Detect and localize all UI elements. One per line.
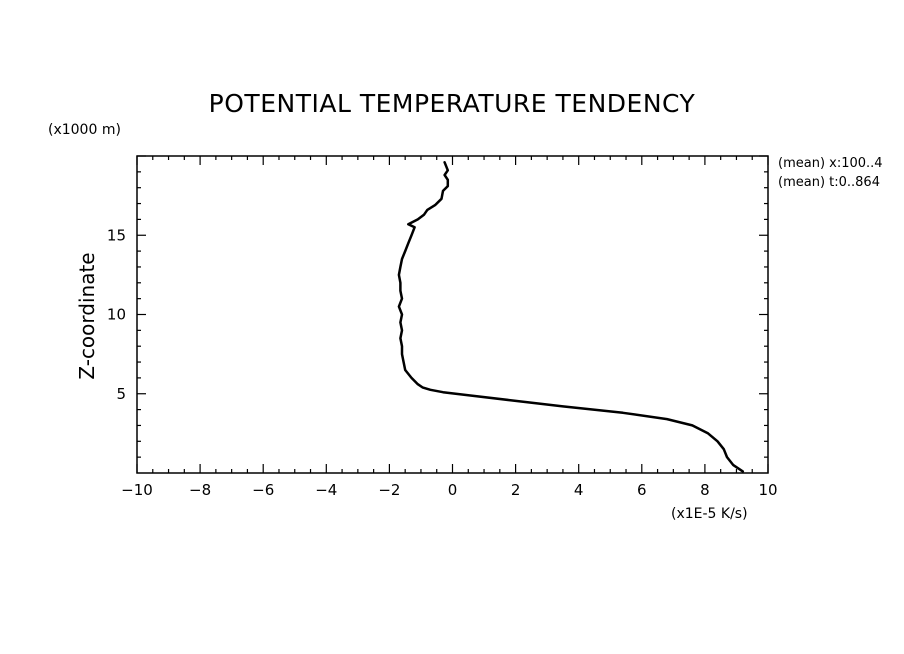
x-unit-label: (x1E-5 K/s) (671, 506, 748, 522)
x-tick-label: 4 (574, 481, 584, 499)
x-tick-label: −2 (378, 481, 400, 499)
x-tick-label: 2 (511, 481, 521, 499)
x-tick-label: 6 (637, 481, 647, 499)
y-tick-label: 10 (107, 306, 126, 324)
x-tick-label: −8 (189, 481, 211, 499)
annotation-t-mean: (mean) t:0..864 (778, 175, 880, 190)
annotation-x-mean: (mean) x:100..4 (778, 156, 883, 171)
x-tick-label: −4 (315, 481, 337, 499)
x-tick-label: 8 (700, 481, 710, 499)
data-line (397, 161, 745, 473)
x-tick-label: 10 (758, 481, 777, 499)
y-axis-title: Z-coordinate (75, 252, 99, 379)
axis-ticks (136, 155, 769, 473)
y-tick-label: 5 (116, 385, 126, 403)
y-unit-label: (x1000 m) (48, 122, 121, 138)
axis-tick-labels: −10 −8 −6 −4 −2 0 2 4 6 8 10 5 10 15 (107, 226, 778, 499)
chart-title: POTENTIAL TEMPERATURE TENDENCY (209, 89, 696, 118)
x-tick-label: 0 (448, 481, 458, 499)
plot-frame (136, 155, 769, 474)
x-tick-label: −10 (121, 481, 153, 499)
y-tick-label: 15 (107, 226, 126, 244)
x-tick-label: −6 (252, 481, 274, 499)
